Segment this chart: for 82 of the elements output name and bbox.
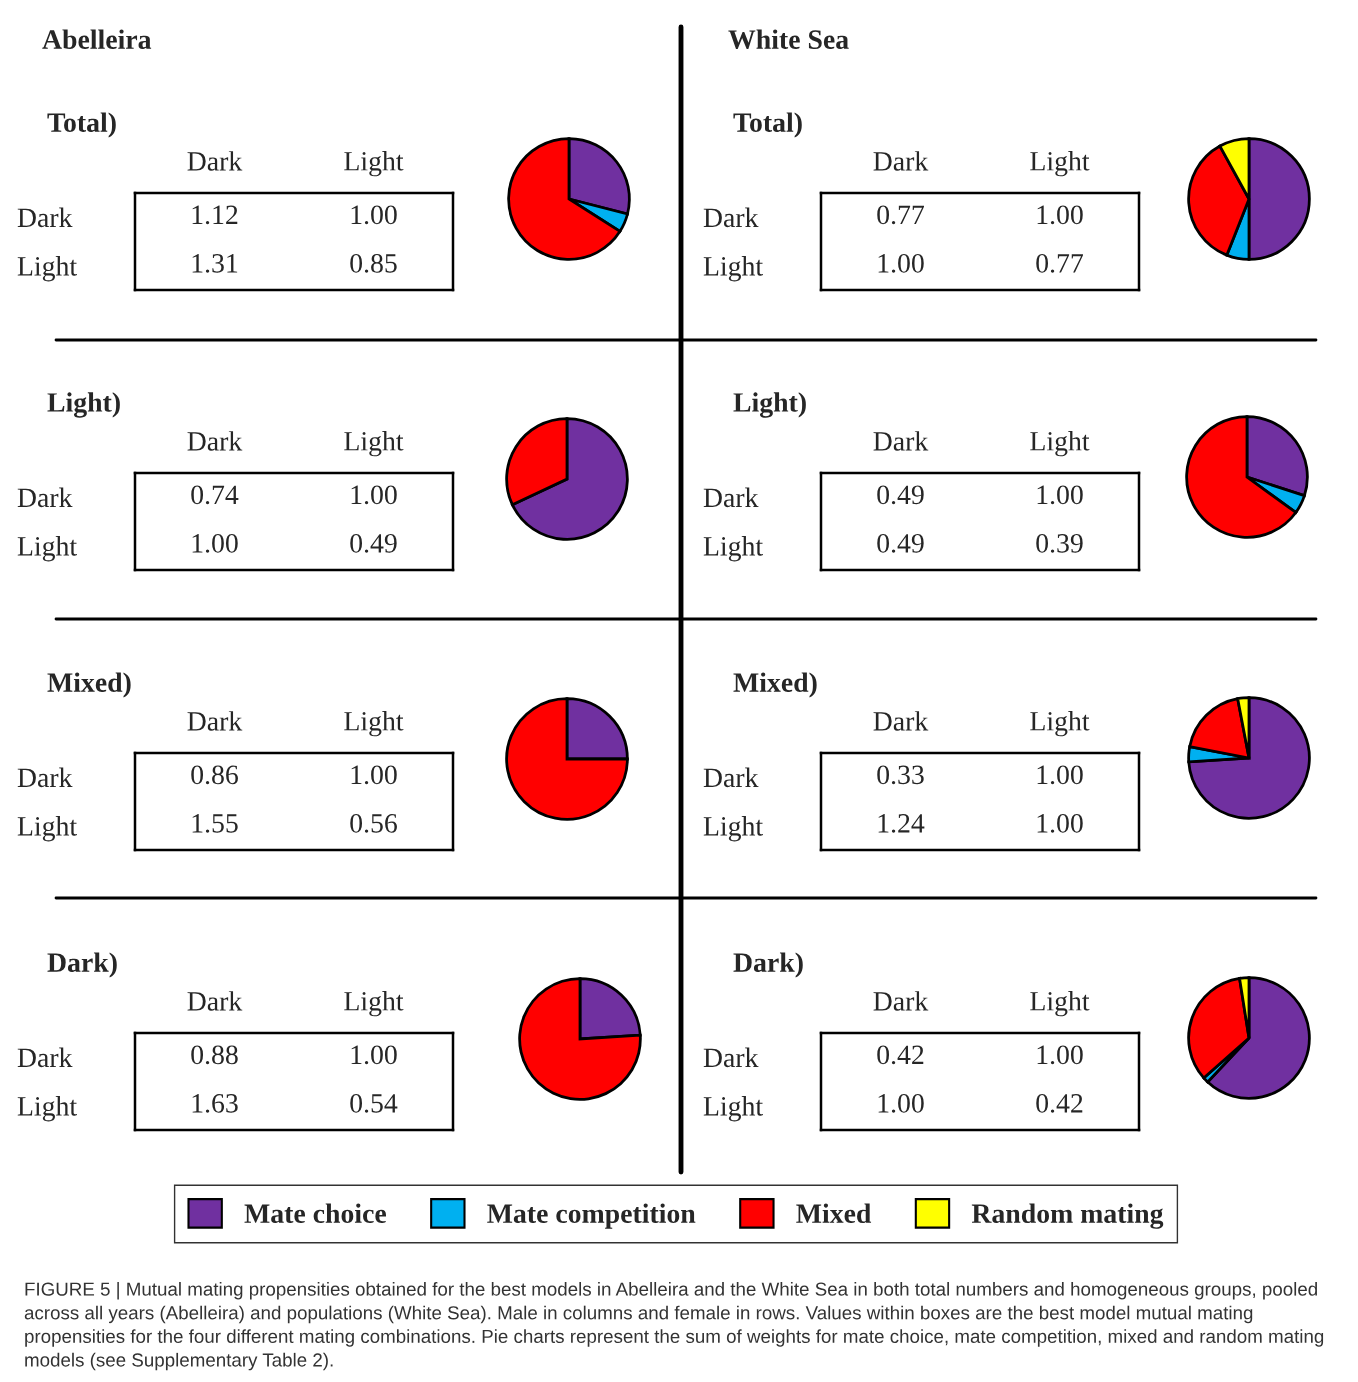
data-label: 0.49 [350, 533, 397, 553]
data-label: 1.00 [351, 205, 397, 225]
data-label: 1.31 [192, 254, 238, 273]
x-tick-label: Dark [187, 711, 243, 731]
chart-title: Abelleira [42, 29, 152, 49]
x-tick-label: Dark [873, 151, 929, 171]
data-label: 0.77 [1036, 253, 1084, 273]
chart-title: Light) [733, 392, 806, 418]
y-tick-label: Dark [703, 767, 759, 788]
data-label: 0.85 [350, 253, 397, 273]
caption: FIGURE 5 | Mutual mating propensities obtained for the best models in Abelleira and the White Sea in both total numbers and homogeneous groups, pooled across all years (Abelleira) and populations (White Sea). Male in columns and female in rows. Values within boxes are the best model mutual mating propensities for the four different mating combinations. Pie charts represent the sum of weights for mate choice, mate competition, mixed and random mating models (see Supplementary Table 2). [24, 1282, 1324, 1371]
data-label: 1.00 [1037, 1045, 1083, 1065]
x-tick-label: Dark [873, 991, 929, 1011]
y-tick-label: Dark [17, 1047, 73, 1068]
data-label: 1.00 [1037, 813, 1083, 833]
x-tick-label: Dark [187, 151, 243, 171]
x-tick-label: Light [344, 711, 404, 737]
data-label: 0.42 [877, 1045, 924, 1065]
data-label: 0.49 [877, 485, 924, 505]
legend-label: Mixed [796, 1203, 872, 1224]
y-tick-label: Light [17, 256, 77, 282]
data-label: 1.12 [192, 205, 238, 225]
data-label: 0.74 [191, 485, 239, 505]
chart-title: Mixed) [733, 672, 817, 698]
data-label: 1.63 [192, 1094, 238, 1113]
data-label: 1.24 [878, 814, 925, 833]
x-tick-label: Dark [187, 991, 243, 1011]
pie-slice [505, 697, 629, 821]
chart-title: Dark) [47, 952, 117, 978]
data-label: 0.39 [1036, 533, 1083, 553]
y-tick-label: Dark [17, 487, 73, 508]
y-tick-label: Light [17, 1096, 77, 1122]
data-label: 0.49 [877, 533, 924, 553]
legend-label: Mate choice [244, 1203, 386, 1224]
y-tick-label: Light [703, 816, 763, 842]
chart-title: Light) [47, 392, 120, 418]
y-tick-label: Light [703, 1096, 763, 1122]
x-tick-label: Dark [187, 431, 243, 451]
data-label: 1.00 [351, 765, 397, 785]
chart-title: Mixed) [47, 672, 131, 698]
y-tick-label: Light [17, 536, 77, 562]
legend-label: Mate competition [487, 1203, 696, 1229]
data-label: 0.54 [350, 1093, 398, 1113]
data-label: 0.33 [877, 765, 924, 785]
x-tick-label: Light [344, 991, 404, 1017]
y-tick-label: Dark [703, 207, 759, 228]
chart-title: Dark) [733, 952, 803, 978]
x-tick-label: Dark [873, 711, 929, 731]
y-tick-label: Dark [703, 487, 759, 508]
x-tick-label: Light [1030, 431, 1090, 457]
data-label: 0.56 [350, 813, 397, 833]
chart-title: White Sea [728, 29, 849, 50]
y-tick-label: Light [17, 816, 77, 842]
y-tick-label: Light [703, 256, 763, 282]
x-tick-label: Light [344, 431, 404, 457]
pie-slice [1187, 696, 1311, 820]
chart-subtitle: Total) [47, 112, 116, 138]
y-tick-label: Light [703, 536, 763, 562]
data-label: 0.42 [1036, 1093, 1083, 1113]
y-tick-label: Dark [17, 767, 73, 788]
data-label: 1.00 [1037, 485, 1083, 505]
data-label: 0.86 [191, 765, 238, 785]
data-label: 1.00 [1037, 765, 1083, 785]
x-tick-label: Light [1030, 991, 1090, 1017]
data-label: 1.00 [351, 1045, 397, 1065]
data-label: 0.77 [877, 205, 925, 225]
x-tick-label: Light [344, 151, 404, 177]
legend-label: Random mating [971, 1203, 1164, 1229]
y-tick-label: Dark [17, 207, 73, 228]
pie-slice [518, 977, 642, 1101]
data-label: 1.00 [1037, 205, 1083, 225]
data-label: 1.00 [192, 533, 238, 553]
y-tick-label: Dark [703, 1047, 759, 1068]
data-label: 1.00 [878, 1093, 924, 1113]
x-tick-label: Dark [873, 431, 929, 451]
x-tick-label: Light [1030, 711, 1090, 737]
data-label: 1.55 [192, 814, 238, 833]
x-tick-label: Light [1030, 151, 1090, 177]
data-label: 1.00 [351, 485, 397, 505]
data-label: 1.00 [878, 253, 924, 273]
chart-subtitle: Total) [733, 112, 802, 138]
data-label: 0.88 [191, 1045, 238, 1065]
